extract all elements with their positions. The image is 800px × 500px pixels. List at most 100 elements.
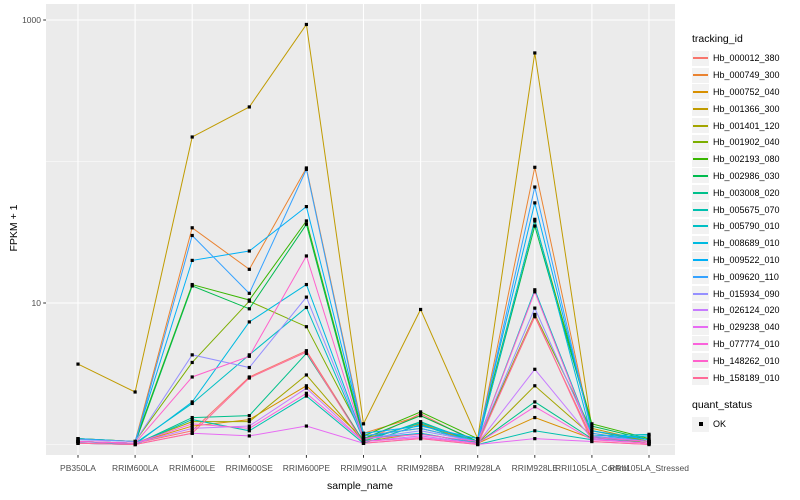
legend-item: Hb_001902_040 xyxy=(692,134,800,151)
data-point xyxy=(247,291,251,295)
data-point xyxy=(190,424,194,428)
data-point xyxy=(190,233,194,238)
legend-key-line-icon xyxy=(692,370,709,386)
data-point xyxy=(76,439,80,444)
data-point xyxy=(361,441,366,445)
data-point xyxy=(247,414,251,418)
data-point xyxy=(190,426,194,430)
data-point xyxy=(419,437,423,441)
data-point xyxy=(647,442,651,447)
legend-item-label: Hb_015934_090 xyxy=(713,288,780,299)
legend-key-line-icon xyxy=(692,252,709,268)
data-point xyxy=(304,254,308,258)
data-point xyxy=(76,438,80,442)
legend-item-label: Hb_001902_040 xyxy=(713,137,780,148)
x-tick-label: RRIM901LA xyxy=(340,463,387,473)
data-point xyxy=(304,325,308,329)
legend-item-label: Hb_009522_010 xyxy=(713,254,780,265)
legend-item-label: Hb_077774_010 xyxy=(713,338,780,349)
legend-item-label: Hb_000012_380 xyxy=(713,53,780,64)
legend-item-label: Hb_000749_300 xyxy=(713,70,780,81)
data-point xyxy=(190,420,194,424)
data-point xyxy=(533,201,537,205)
legend-item-label: Hb_001366_300 xyxy=(713,103,780,114)
data-point xyxy=(533,51,537,55)
data-point xyxy=(247,249,251,253)
legend-key-line-icon xyxy=(692,286,709,302)
x-tick-label: RRII105LA_Stressed xyxy=(609,463,689,473)
data-point xyxy=(304,384,308,388)
data-point xyxy=(304,22,308,27)
legend-item-label: Hb_148262_010 xyxy=(713,355,780,366)
data-point xyxy=(590,424,594,428)
legend-item-label: Hb_026124_020 xyxy=(713,305,780,316)
data-point xyxy=(533,165,537,169)
data-point xyxy=(476,442,480,447)
data-point xyxy=(133,390,137,394)
x-tick-label: RRIM928LE xyxy=(511,463,558,473)
data-point xyxy=(247,434,251,438)
data-point xyxy=(647,434,651,438)
data-point xyxy=(533,367,537,371)
data-point xyxy=(533,384,537,388)
legend-item: Hb_005675_070 xyxy=(692,201,800,218)
data-point xyxy=(304,305,308,310)
data-point xyxy=(590,422,594,426)
legend-item: Hb_158189_010 xyxy=(692,369,800,386)
data-point xyxy=(419,410,423,414)
data-point xyxy=(304,205,308,209)
legend-key-line-icon xyxy=(692,185,709,201)
data-point xyxy=(247,365,251,370)
legend-item-ok: OK xyxy=(692,416,800,433)
legend-item-label: Hb_158189_010 xyxy=(713,372,780,383)
data-point xyxy=(304,350,308,354)
x-tick-label: RRIM928BA xyxy=(396,463,445,473)
legend-item: Hb_015934_090 xyxy=(692,285,800,302)
legend-key-line-icon xyxy=(692,168,709,184)
legend-key-line-icon xyxy=(692,67,709,83)
data-point xyxy=(76,441,80,445)
data-point xyxy=(190,258,194,263)
data-point xyxy=(533,185,537,189)
data-point xyxy=(361,437,366,441)
data-point xyxy=(419,429,423,433)
x-tick-label: RRIM600LE xyxy=(169,463,216,473)
data-point xyxy=(533,288,537,292)
legend-key-line-icon xyxy=(692,134,709,150)
legend-item-label: Hb_005790_010 xyxy=(713,221,780,232)
legend-items: Hb_000012_380 Hb_000749_300 Hb_000752_040 H… xyxy=(692,50,800,386)
legend-item-label: Hb_002193_080 xyxy=(713,154,780,165)
data-point xyxy=(133,442,137,447)
legend-key-line-icon xyxy=(692,319,709,335)
data-point xyxy=(190,431,194,435)
legend-item: Hb_005790_010 xyxy=(692,218,800,235)
legend-item: Hb_001366_300 xyxy=(692,100,800,117)
legend-item-label: Hb_002986_030 xyxy=(713,170,780,181)
legend-key-line-icon xyxy=(692,118,709,134)
legend-item-label: Hb_029238_040 xyxy=(713,322,780,333)
data-point xyxy=(304,373,308,377)
data-point xyxy=(361,434,366,438)
data-point xyxy=(304,282,308,287)
legend: tracking_id Hb_000012_380 Hb_000749_300 Hb… xyxy=(692,33,800,433)
legend-item-label: Hb_005675_070 xyxy=(713,204,780,215)
data-point xyxy=(190,429,194,433)
data-point xyxy=(533,437,537,441)
data-point xyxy=(533,306,537,310)
data-point xyxy=(533,224,537,228)
data-point xyxy=(419,307,423,312)
legend-item: Hb_077774_010 xyxy=(692,336,800,353)
legend-item: Hb_148262_010 xyxy=(692,352,800,369)
data-point xyxy=(190,375,194,379)
legend-key-line-icon xyxy=(692,84,709,100)
legend-item: Hb_029238_040 xyxy=(692,319,800,336)
legend-item: Hb_009522_010 xyxy=(692,252,800,269)
x-tick-label: PB350LA xyxy=(60,463,96,473)
data-point xyxy=(247,320,251,324)
data-point xyxy=(361,422,366,426)
data-point xyxy=(590,438,594,442)
legend-item: Hb_002986_030 xyxy=(692,168,800,185)
data-point xyxy=(190,226,194,230)
data-point xyxy=(533,415,537,420)
